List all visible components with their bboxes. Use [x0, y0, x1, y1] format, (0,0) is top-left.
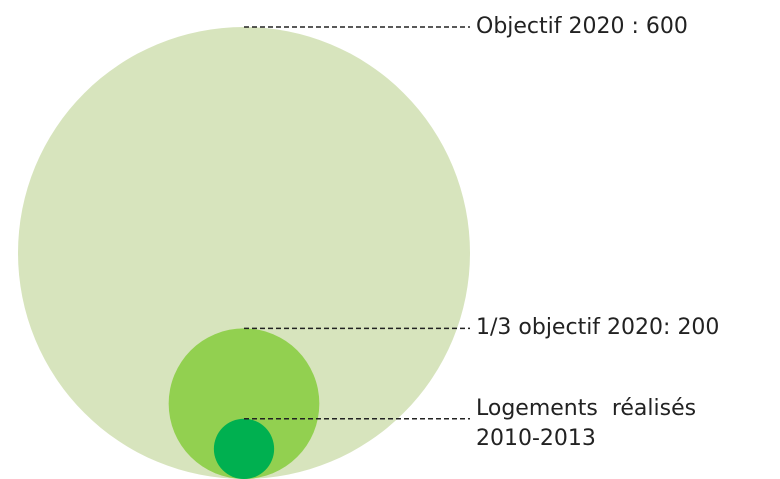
bubble	[18, 27, 470, 479]
bubble	[213, 418, 275, 479]
bubble-label: Logements réalisés 2010-2013	[476, 395, 704, 451]
bubble-label: Objectif 2020 : 600	[476, 14, 688, 39]
bubble-label: 1/3 objectif 2020: 200	[476, 315, 720, 341]
bubble	[168, 328, 320, 479]
